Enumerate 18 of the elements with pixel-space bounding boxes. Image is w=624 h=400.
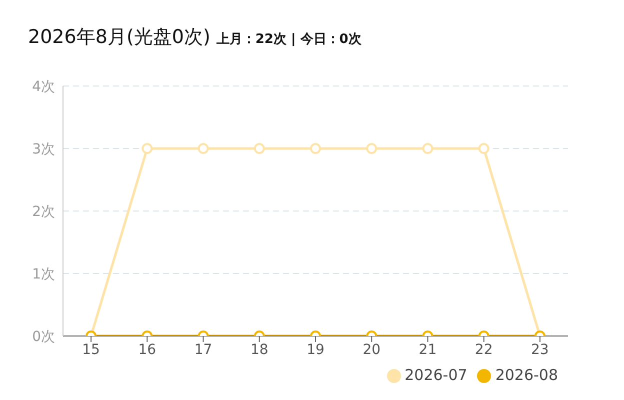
x-tick-label: 16 [138,342,156,358]
x-tick-label: 20 [362,342,381,358]
x-tick-label: 22 [474,342,493,358]
x-tick-label: 17 [194,342,212,358]
y-tick-label: 1次 [32,266,55,282]
y-tick-label: 4次 [32,78,55,95]
y-tick-label: 3次 [32,141,55,158]
legend-label: 2026-07 [404,366,468,384]
x-tick-label: 21 [418,342,437,358]
x-tick-label: 18 [250,342,268,358]
x-tick-label: 15 [82,342,100,358]
y-tick-label: 0次 [32,328,55,345]
chart-title: 2026年8月(光盘0次) [28,25,210,50]
chart-subtitle: 上月：22次 | 今日：0次 [216,31,362,48]
y-tick-label: 2次 [32,204,55,220]
x-tick-label: 23 [531,342,549,358]
x-tick-label: 19 [306,342,324,358]
legend-label: 2026-08 [495,366,558,384]
